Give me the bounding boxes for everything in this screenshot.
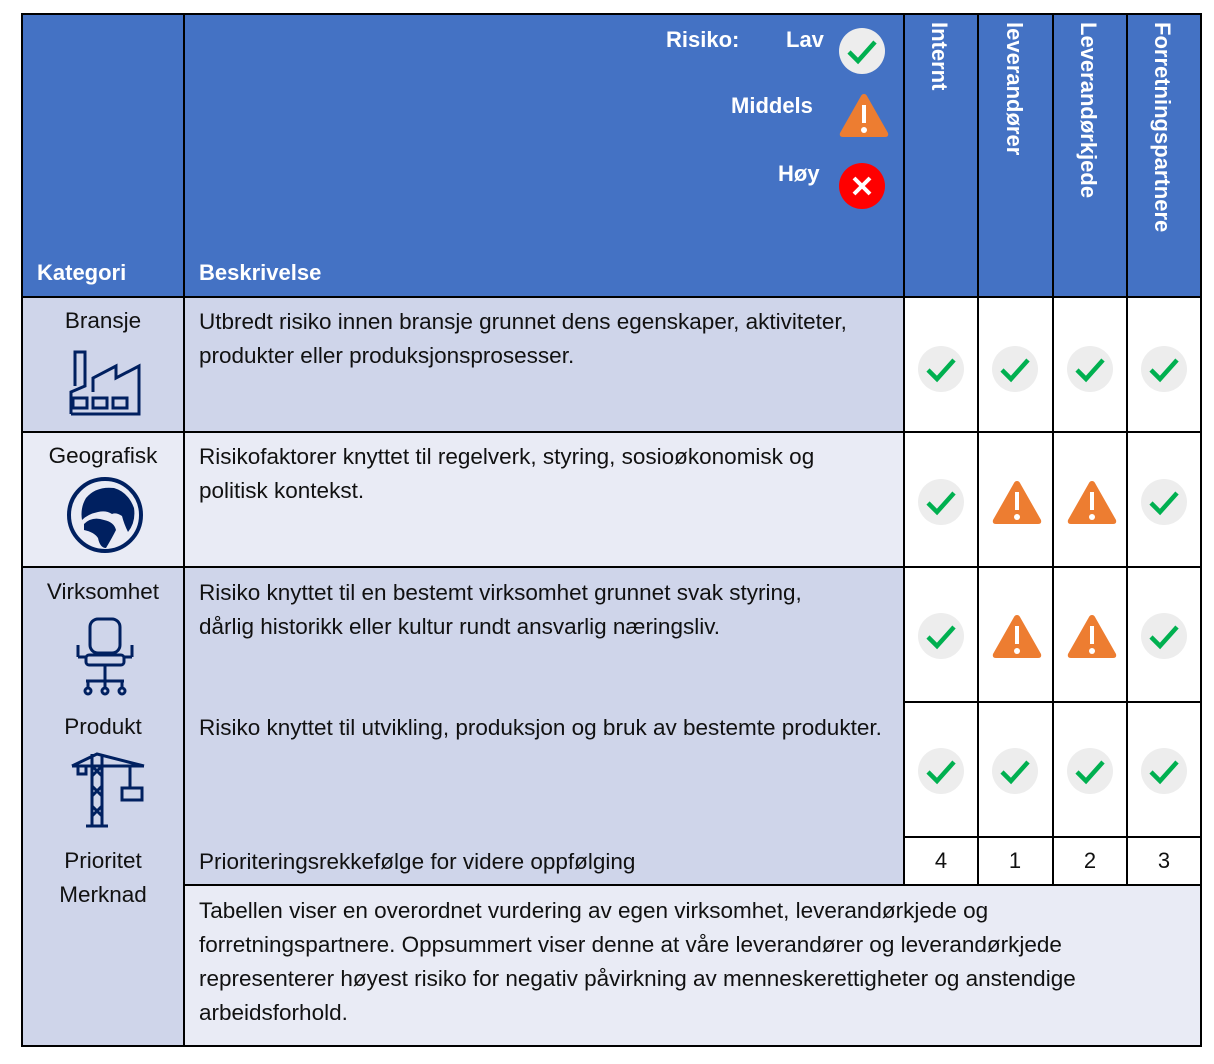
globe-icon [67,477,143,553]
priority-internt: 4 [934,848,948,873]
priority-forretningspartnere: 3 [1157,848,1171,873]
category-produkt: Produkt [64,714,142,739]
column-forretningspartnere: Forretningspartnere [1150,22,1175,233]
warning-icon [991,612,1042,660]
legend-low: Lav [786,27,824,52]
crane-icon [71,752,145,828]
column-leverandorkjede: Leverandørkjede [1076,22,1101,199]
description-prioritet: Prioriteringsrekkefølge for videre oppfø… [199,849,636,874]
category-virksomhet: Virksomhet [46,579,160,604]
legend-title: Risiko: [666,27,740,52]
description-bransje: Utbredt risiko innen bransje grunnet den… [199,309,847,368]
check-icon [917,478,965,526]
description-geografisk: Risikofaktorer knyttet til regelverk, st… [199,444,815,503]
description-virksomhet: Risiko knyttet til en bestemt virksomhet… [199,580,802,639]
check-icon [917,345,965,393]
office-chair-icon [76,617,134,696]
column-internt: Internt [927,22,952,91]
check-icon [917,747,965,795]
check-icon [1066,345,1114,393]
warning-icon [991,478,1042,526]
check-icon [991,747,1039,795]
priority-leverandorer: 1 [1008,848,1022,873]
column-leverandorer: leverandører [1002,22,1027,156]
warning-icon [838,91,889,139]
category-bransje: Bransje [64,308,142,333]
cross-icon [838,162,886,210]
description-produkt: Risiko knyttet til utvikling, produksjon… [199,715,882,740]
check-icon [1140,478,1188,526]
check-icon [1140,345,1188,393]
remark-text: Tabellen viser en overordnet vurdering a… [199,898,1076,1025]
warning-icon [1066,478,1117,526]
category-prioritet: Prioritet [64,848,142,873]
check-icon [838,27,886,75]
check-icon [917,612,965,660]
priority-leverandorkjede: 2 [1083,848,1097,873]
header-row [22,14,1201,297]
check-icon [1140,612,1188,660]
factory-icon [69,350,141,416]
check-icon [1140,747,1188,795]
legend-medium: Middels [731,93,813,118]
kategori-header: Kategori [37,260,127,285]
legend-high: Høy [778,161,820,186]
warning-icon [1066,612,1117,660]
beskrivelse-header: Beskrivelse [199,260,322,285]
category-merknad: Merknad [59,882,147,907]
check-icon [991,345,1039,393]
check-icon [1066,747,1114,795]
category-geografisk: Geografisk [48,443,158,468]
